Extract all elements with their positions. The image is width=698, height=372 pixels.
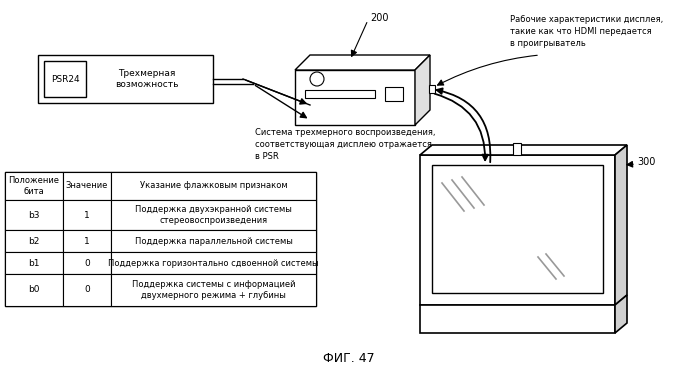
Text: 1: 1 [84,211,90,219]
Bar [429,85,435,93]
Text: Рабочие характеристики дисплея,
такие как что HDMI передается
в проигрыватель: Рабочие характеристики дисплея, такие ка… [510,15,663,48]
Bar [5,252,63,274]
Text: 0: 0 [84,285,90,295]
Bar [5,200,63,230]
Bar [111,200,316,230]
Text: Положение
бита: Положение бита [8,176,59,196]
Bar [63,230,111,252]
Bar [513,143,521,155]
Bar [111,252,316,274]
Bar [420,305,615,333]
Text: b1: b1 [28,259,40,267]
Text: Указание флажковым признаком: Указание флажковым признаком [140,182,288,190]
Bar [111,274,316,306]
Bar [295,70,415,125]
Bar [5,172,316,306]
Polygon shape [615,145,627,305]
Polygon shape [615,295,627,333]
Text: 200: 200 [370,13,389,23]
Bar [5,274,63,306]
Bar [63,252,111,274]
Bar [63,274,111,306]
Bar [63,200,111,230]
Text: Поддержка горизонтально сдвоенной системы: Поддержка горизонтально сдвоенной систем… [108,259,319,267]
Bar [385,87,403,101]
Text: 300: 300 [637,157,655,167]
Text: b3: b3 [28,211,40,219]
Bar [5,230,63,252]
Polygon shape [415,55,430,125]
Bar [432,165,603,293]
Text: Поддержка двухэкранной системы
стереовоспроизведения: Поддержка двухэкранной системы стереовос… [135,205,292,225]
Polygon shape [420,145,627,155]
Bar [44,61,86,97]
Text: Значение: Значение [66,182,108,190]
Bar [5,172,63,200]
Text: b2: b2 [29,237,40,246]
Text: 0: 0 [84,259,90,267]
Text: Поддержка параллельной системы: Поддержка параллельной системы [135,237,292,246]
Polygon shape [295,55,430,70]
Text: Поддержка системы с информацией
двухмерного режима + глубины: Поддержка системы с информацией двухмерн… [132,280,295,300]
Bar [111,230,316,252]
Text: b0: b0 [28,285,40,295]
Bar [63,172,111,200]
Text: ФИГ. 47: ФИГ. 47 [323,352,375,365]
Circle shape [310,72,324,86]
Bar [38,55,213,103]
Bar [420,155,615,305]
Text: Трехмерная
возможность: Трехмерная возможность [114,69,178,89]
Text: 1: 1 [84,237,90,246]
Bar [111,172,316,200]
Bar [305,90,375,98]
Text: Система трехмерного воспроизведения,
соответствующая дисплею отражается
в PSR: Система трехмерного воспроизведения, соо… [255,128,436,161]
Text: PSR24: PSR24 [51,74,80,83]
